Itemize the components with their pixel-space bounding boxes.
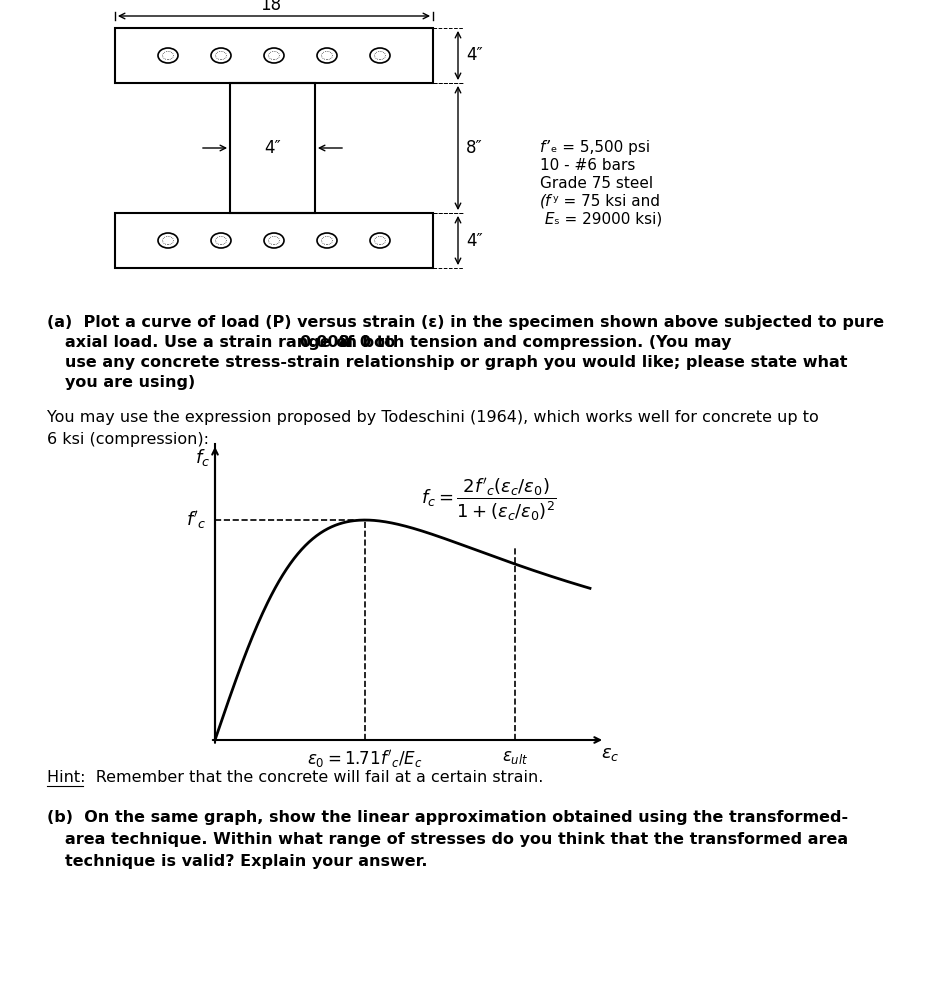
Text: $f'_c$: $f'_c$	[186, 509, 207, 531]
Text: $f_c = \dfrac{2f'_c(\varepsilon_c/\varepsilon_0)}{1 + (\varepsilon_c/\varepsilon: $f_c = \dfrac{2f'_c(\varepsilon_c/\varep…	[421, 476, 557, 524]
Text: use any concrete stress-strain relationship or graph you would like; please stat: use any concrete stress-strain relations…	[65, 355, 848, 370]
Text: area technique. Within what range of stresses do you think that the transformed : area technique. Within what range of str…	[65, 832, 849, 847]
Text: 4″: 4″	[466, 231, 482, 250]
Text: ʸ = 75 ksi and: ʸ = 75 ksi and	[553, 194, 660, 209]
Text: 0.008: 0.008	[299, 335, 350, 350]
Text: axial load. Use a strain range of 0 to: axial load. Use a strain range of 0 to	[65, 335, 401, 350]
Text: Grade 75 steel: Grade 75 steel	[540, 176, 653, 191]
Text: 6 ksi (compression):: 6 ksi (compression):	[47, 432, 209, 447]
Text: 18″: 18″	[260, 0, 288, 14]
Text: You may use the expression proposed by Todeschini (1964), which works well for c: You may use the expression proposed by T…	[47, 410, 818, 425]
Text: technique is valid? Explain your answer.: technique is valid? Explain your answer.	[65, 854, 428, 869]
Text: f’: f’	[540, 140, 551, 155]
Text: $\varepsilon_0 = 1.71 f'_c/E_c$: $\varepsilon_0 = 1.71 f'_c/E_c$	[307, 748, 423, 770]
Text: in both tension and compression. (You may: in both tension and compression. (You ma…	[340, 335, 731, 350]
Text: (a)  Plot a curve of load (P) versus strain (ε) in the specimen shown above subj: (a) Plot a curve of load (P) versus stra…	[47, 315, 885, 330]
Text: 10 - #6 bars: 10 - #6 bars	[540, 158, 636, 173]
Text: (f: (f	[540, 194, 552, 209]
Text: ₛ = 29000 ksi): ₛ = 29000 ksi)	[554, 212, 662, 227]
Text: 4″: 4″	[466, 46, 482, 64]
Text: 4″: 4″	[264, 139, 281, 157]
Text: Hint:  Remember that the concrete will fail at a certain strain.: Hint: Remember that the concrete will fa…	[47, 770, 543, 785]
Text: ₑ = 5,500 psi: ₑ = 5,500 psi	[551, 140, 650, 155]
Text: $\varepsilon_{ult}$: $\varepsilon_{ult}$	[501, 748, 528, 766]
Text: 8″: 8″	[466, 139, 482, 157]
Text: $f_c$: $f_c$	[195, 448, 210, 468]
Text: (b)  On the same graph, show the linear approximation obtained using the transfo: (b) On the same graph, show the linear a…	[47, 810, 849, 825]
Text: $\varepsilon_c$: $\varepsilon_c$	[601, 745, 620, 763]
Text: E: E	[540, 212, 554, 227]
Text: you are using): you are using)	[65, 375, 195, 390]
